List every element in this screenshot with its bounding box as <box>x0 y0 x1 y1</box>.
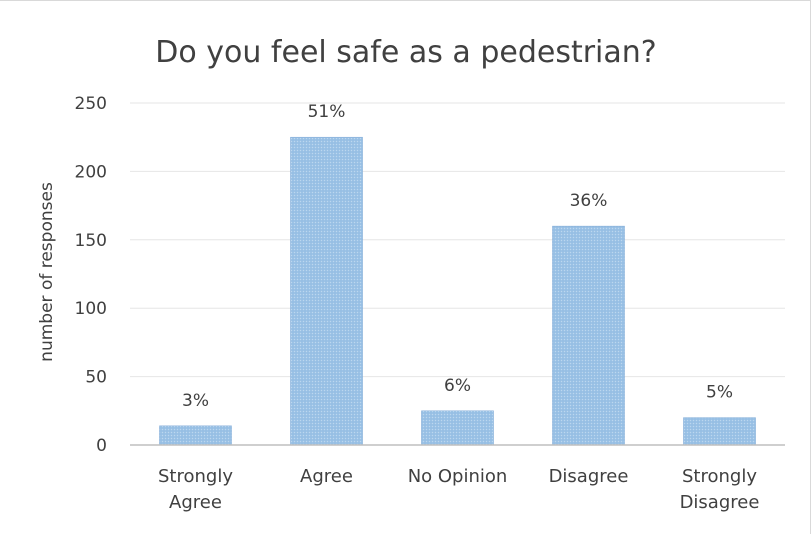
bar <box>683 417 756 446</box>
data-label: 6% <box>444 376 471 396</box>
y-tick-label: 0 <box>96 436 107 456</box>
category-label: Agree <box>300 466 353 487</box>
bars <box>159 136 756 446</box>
chart-title: Do you feel safe as a pedestrian? <box>155 35 656 70</box>
y-axis-label: number of responses <box>37 182 57 362</box>
category-label: Disagree <box>549 466 629 487</box>
category-label: Agree <box>169 492 222 513</box>
gridlines <box>130 102 785 378</box>
data-labels: 3% 51% 6% 36% 5% <box>182 102 733 411</box>
bar <box>290 136 363 446</box>
y-tick-label: 100 <box>75 299 107 319</box>
y-tick-labels: 0 50 100 150 200 250 <box>75 94 107 456</box>
y-tick-label: 250 <box>75 94 107 114</box>
y-tick-label: 150 <box>75 231 107 251</box>
category-label: Strongly <box>682 466 757 487</box>
data-label: 51% <box>308 102 346 122</box>
category-labels: Strongly Agree Agree No Opinion Disagree Stro… <box>158 466 759 513</box>
bar <box>552 225 625 446</box>
y-tick-label: 200 <box>75 162 107 182</box>
category-label: Strongly <box>158 466 233 487</box>
bar <box>159 425 232 446</box>
data-label: 3% <box>182 391 209 411</box>
data-label: 5% <box>706 383 733 403</box>
data-label: 36% <box>570 191 608 211</box>
y-tick-label: 50 <box>85 368 107 388</box>
category-label: Disagree <box>680 492 760 513</box>
category-label: No Opinion <box>408 466 508 487</box>
bar <box>421 410 494 446</box>
